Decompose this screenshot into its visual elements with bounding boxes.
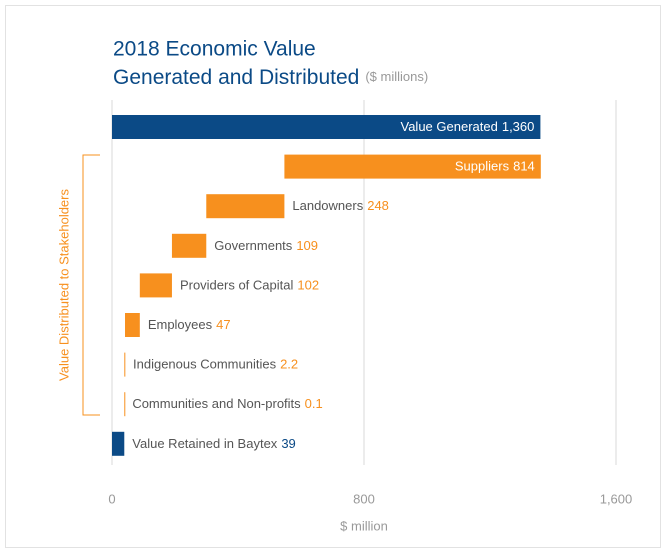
panel [5, 5, 661, 548]
chart-title: 2018 Economic Value [113, 38, 316, 61]
category-label: Governments [214, 238, 293, 253]
bar [139, 273, 172, 298]
category-label: Suppliers [455, 159, 510, 174]
category-label: Landowners [292, 199, 363, 214]
bracket [82, 154, 100, 416]
bar [284, 154, 541, 179]
bar-label: Suppliers 814 [455, 159, 535, 174]
category-label: Value Retained in Baytex [132, 436, 278, 451]
value-label: 1,360 [502, 119, 535, 134]
chart-subtitle: ($ millions) [365, 69, 428, 84]
bar-label: Indigenous Communities 2.2 [133, 357, 298, 372]
value-label: 47 [216, 317, 230, 332]
bracket-label: Value Distributed to Stakeholders [56, 189, 71, 381]
bar-label: Value Generated 1,360 [401, 119, 535, 134]
x-tick-label: 800 [353, 491, 375, 506]
value-label: 248 [367, 199, 389, 214]
value-label: 102 [297, 278, 319, 293]
bar-label: Communities and Non-profits 0.1 [132, 397, 322, 412]
chart-title: Generated and Distributed [113, 66, 359, 89]
bar [124, 392, 126, 417]
value-label: 814 [513, 159, 535, 174]
bar [112, 431, 125, 456]
bar-label: Providers of Capital 102 [180, 278, 319, 293]
bar-label: Employees 47 [148, 317, 231, 332]
chart-title: Generated and Distributed ($ millions) [113, 66, 428, 89]
bar [124, 352, 126, 377]
x-axis-title: $ million [340, 518, 388, 533]
value-label: 2.2 [280, 357, 298, 372]
bar-label: Landowners 248 [292, 199, 389, 214]
bar [125, 313, 140, 337]
bar-label: Governments 109 [214, 238, 318, 253]
value-label: 39 [281, 436, 295, 451]
bar [112, 115, 541, 139]
bar-label: Value Retained in Baytex 39 [132, 436, 296, 451]
category-label: Value Generated [401, 119, 498, 134]
category-label: Indigenous Communities [133, 357, 277, 372]
value-label: 109 [296, 238, 318, 253]
bar [206, 194, 285, 219]
value-label: 0.1 [305, 397, 323, 412]
category-label: Communities and Non-profits [132, 397, 301, 412]
category-label: Employees [148, 317, 213, 332]
category-label: Providers of Capital [180, 278, 294, 293]
x-tick-label: 0 [108, 491, 115, 506]
x-tick-label: 1,600 [600, 491, 633, 506]
bar [171, 233, 207, 258]
